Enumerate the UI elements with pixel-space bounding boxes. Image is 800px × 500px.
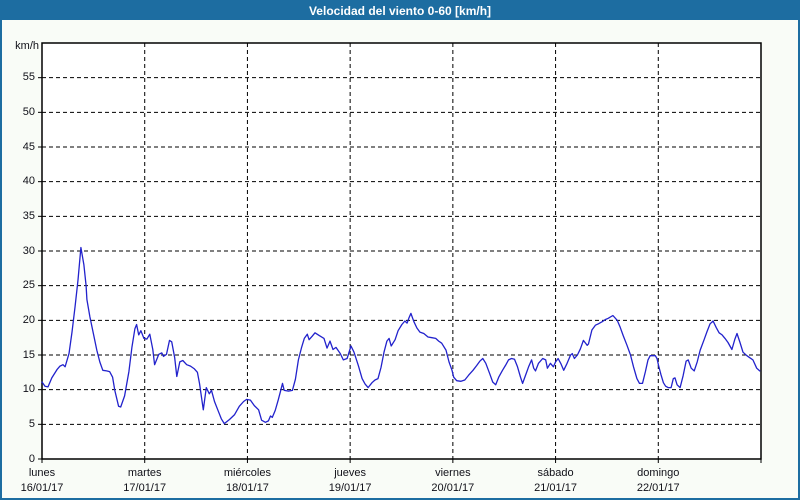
y-axis-tick-label-10: 10 — [2, 383, 35, 396]
x-axis-day-date-0: 16/01/17 — [0, 482, 97, 495]
x-axis-day-name-6: domingo — [603, 467, 713, 480]
x-axis-day-date-5: 21/01/17 — [501, 482, 611, 495]
x-axis-day-date-4: 20/01/17 — [398, 482, 508, 495]
y-axis-tick-label-45: 45 — [2, 141, 35, 154]
y-axis-tick-label-20: 20 — [2, 314, 35, 327]
wind-speed-line-chart — [2, 2, 798, 498]
x-axis-day-name-0: lunes — [0, 467, 97, 480]
y-axis-tick-label-55: 55 — [2, 71, 35, 84]
x-axis-day-name-1: martes — [90, 467, 200, 480]
y-axis-tick-label-5: 5 — [2, 418, 35, 431]
x-axis-day-name-4: viernes — [398, 467, 508, 480]
x-axis-day-date-2: 18/01/17 — [192, 482, 302, 495]
chart-area: km/h 0 5 10 15 20 25 30 35 40 45 50 55 lunes 16/01/17 m… — [2, 2, 798, 498]
y-axis-unit-label: km/h — [2, 40, 39, 53]
x-axis-day-date-3: 19/01/17 — [295, 482, 405, 495]
x-axis-day-name-3: jueves — [295, 467, 405, 480]
y-axis-tick-label-50: 50 — [2, 106, 35, 119]
x-axis-day-date-1: 17/01/17 — [90, 482, 200, 495]
y-axis-tick-label-30: 30 — [2, 245, 35, 258]
y-axis-tick-label-40: 40 — [2, 175, 35, 188]
y-axis-tick-label-35: 35 — [2, 210, 35, 223]
x-axis-day-date-6: 22/01/17 — [603, 482, 713, 495]
x-axis-day-name-2: miércoles — [192, 467, 302, 480]
x-axis-day-name-5: sábado — [501, 467, 611, 480]
y-axis-tick-label-0: 0 — [2, 453, 35, 466]
y-axis-tick-label-25: 25 — [2, 279, 35, 292]
wind-speed-chart-widget: Velocidad del viento 0-60 [km/h] km/h051… — [0, 0, 800, 500]
y-axis-tick-label-15: 15 — [2, 349, 35, 362]
